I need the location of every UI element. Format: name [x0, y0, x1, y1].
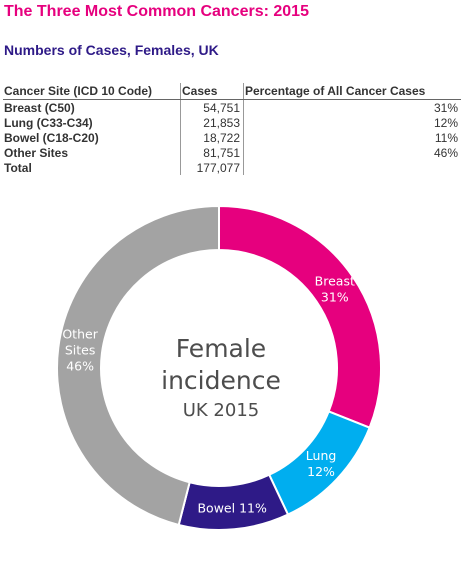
- center-subtext: UK 2015: [183, 400, 260, 421]
- donut-slice-other-sites: [56, 204, 220, 527]
- row-site: Other Sites: [4, 145, 69, 160]
- table-row: Breast (C50) 54,751 31%: [3, 99, 461, 115]
- table-row-total: Total 177,077: [3, 160, 461, 175]
- row-percentage: 11%: [243, 130, 461, 145]
- row-site: Total: [4, 160, 32, 175]
- page-title: The Three Most Common Cancers: 2015: [4, 3, 309, 20]
- donut-labels: Breast 31% Lung 12% Bowel 11% Other Sites 46%: [62, 273, 355, 515]
- row-site: Breast (C50): [4, 100, 75, 115]
- slice-label-breast: Breast 31%: [315, 273, 355, 304]
- table-row: Lung (C33-C34) 21,853 12%: [3, 115, 461, 130]
- row-percentage: 46%: [243, 145, 461, 160]
- slice-label-lung: Lung 12%: [306, 448, 337, 479]
- row-cases: 177,077: [180, 160, 244, 175]
- row-percentage: 12%: [243, 115, 461, 130]
- page-subtitle: Numbers of Cases, Females, UK: [4, 42, 219, 58]
- cases-table: Cancer Site (ICD 10 Code) Cases Percenta…: [3, 83, 461, 175]
- row-cases: 81,751: [180, 145, 244, 160]
- row-cases: 54,751: [180, 99, 244, 115]
- column-header-cases: Cases: [180, 83, 244, 100]
- donut-slices: [56, 204, 382, 531]
- center-text-line-1: Female: [176, 334, 266, 363]
- table-row: Other Sites 81,751 46%: [3, 145, 461, 160]
- row-site: Bowel (C18-C20): [4, 130, 99, 145]
- row-percentage: [243, 160, 461, 175]
- column-header-site: Cancer Site (ICD 10 Code): [3, 83, 181, 100]
- donut-chart: Breast 31% Lung 12% Bowel 11% Other Sites 46% F…: [56, 204, 382, 531]
- slice-label-other-sites: Other Sites 46%: [62, 326, 98, 373]
- column-header-percentage: Percentage of All Cancer Cases: [243, 83, 461, 100]
- table-header-row: Cancer Site (ICD 10 Code) Cases Percenta…: [3, 83, 461, 100]
- row-site: Lung (C33-C34): [4, 115, 93, 130]
- row-percentage: 31%: [243, 99, 461, 115]
- slice-label-bowel: Bowel 11%: [197, 500, 266, 515]
- center-text-line-2: incidence: [161, 366, 281, 395]
- row-cases: 21,853: [180, 115, 244, 130]
- table-row: Bowel (C18-C20) 18,722 11%: [3, 130, 461, 145]
- row-cases: 18,722: [180, 130, 244, 145]
